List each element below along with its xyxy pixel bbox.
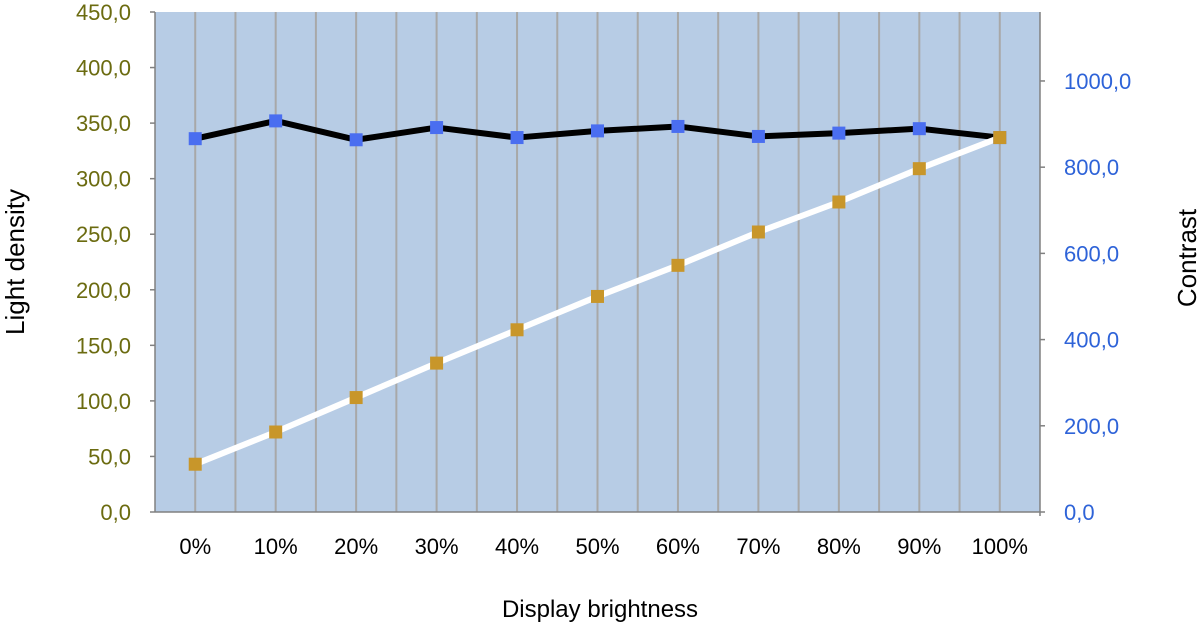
right-tick-label: 600,0 (1064, 241, 1119, 266)
series-2-point (269, 425, 283, 439)
left-tick-label: 0,0 (100, 500, 131, 525)
series-2-point (188, 457, 202, 471)
y-axis-right-title: Contrast (1172, 208, 1200, 307)
series-2-point (349, 391, 363, 405)
x-tick-label: 30% (415, 534, 459, 559)
left-tick-label: 400,0 (76, 56, 131, 81)
x-tick-label: 50% (575, 534, 619, 559)
x-tick-label: 100% (972, 534, 1028, 559)
series-2-point (510, 323, 524, 337)
series-1-point (188, 132, 202, 146)
series-1-point (671, 119, 685, 133)
series-2-point (591, 289, 604, 303)
x-axis-title: Display brightness (502, 596, 698, 623)
x-tick-label: 90% (897, 534, 941, 559)
right-tick-label: 800,0 (1064, 155, 1119, 180)
x-tick-label: 80% (817, 534, 861, 559)
left-tick-label: 150,0 (76, 333, 131, 358)
left-tick-label: 450,0 (76, 0, 131, 25)
right-tick-label: 1000,0 (1064, 69, 1131, 94)
series-1-point (832, 126, 846, 140)
series-1-point (510, 131, 524, 145)
series-2-point (430, 356, 444, 370)
series-2-point (751, 225, 765, 239)
x-tick-label: 10% (254, 534, 298, 559)
series-1-point (751, 129, 765, 143)
left-tick-label: 200,0 (76, 278, 131, 303)
x-tick-label: 40% (495, 534, 539, 559)
left-tick-label: 50,0 (88, 444, 131, 469)
left-tick-label: 300,0 (76, 167, 131, 192)
series-1-point (349, 133, 363, 147)
right-tick-label: 400,0 (1064, 328, 1119, 353)
x-tick-label: 60% (656, 534, 700, 559)
right-tick-label: 0,0 (1064, 500, 1095, 525)
series-2-point (832, 195, 846, 209)
left-tick-label: 250,0 (76, 222, 131, 247)
right-tick-label: 200,0 (1064, 414, 1119, 439)
left-tick-label: 100,0 (76, 389, 131, 414)
series-2-point (671, 258, 685, 272)
x-tick-label: 20% (334, 534, 378, 559)
series-1-point (591, 124, 604, 138)
x-tick-label: 70% (736, 534, 780, 559)
series-1-point (912, 122, 926, 136)
left-axis-ticks: 0,0 50,0 100,0 150,0 200,0 250,0 300,0 350,0 400… (76, 0, 155, 525)
x-axis-ticks: 0% 10% 20% 30% 40% 50% 60% 70% 80% 90% 100% (179, 534, 1028, 559)
series-1-point (269, 114, 283, 128)
series-2-point (912, 162, 926, 176)
left-tick-label: 350,0 (76, 111, 131, 136)
x-tick-label: 0% (179, 534, 211, 559)
series-2-point (993, 131, 1007, 145)
axes (154, 12, 1041, 516)
y-axis-left-title: Light density (0, 189, 30, 335)
series-1-point (430, 121, 444, 135)
right-axis-ticks: 0,0 200,0 400,0 600,0 800,0 1000,0 (1040, 69, 1131, 525)
series-layer (188, 114, 1007, 471)
grid-lines (194, 12, 1001, 512)
